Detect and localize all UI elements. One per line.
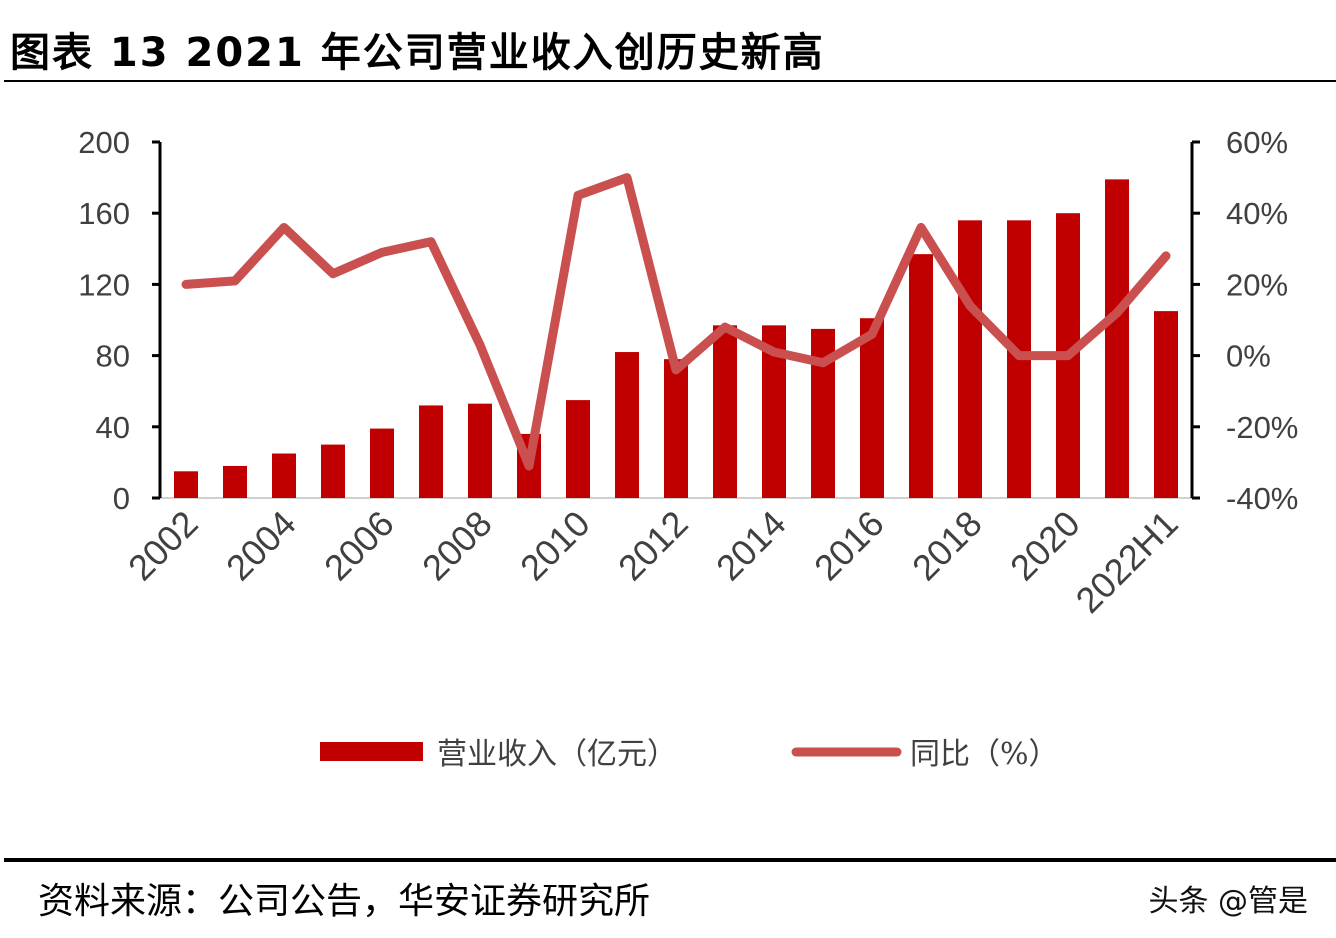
title-divider (4, 80, 1336, 82)
x-tick-label: 2004 (218, 503, 304, 589)
y-right-tick-label: -40% (1226, 481, 1298, 516)
y-right-tick-label: -20% (1226, 410, 1298, 445)
y-right-tick-label: 60% (1226, 125, 1288, 160)
bar-2012 (664, 359, 688, 498)
y-left-tick-label: 160 (78, 196, 130, 231)
bar-2004 (272, 453, 296, 498)
legend-bar-swatch (320, 742, 423, 761)
bar-2010 (566, 400, 590, 498)
source-note: 资料来源：公司公告，华安证券研究所 (38, 881, 651, 922)
x-tick-label: 2012 (610, 503, 696, 589)
x-tick-label: 2014 (708, 503, 794, 589)
bar-2005 (321, 444, 345, 498)
y-left-tick-label: 80 (96, 339, 130, 374)
chart-title: 图表 13 2021 年公司营业收入创历史新高 (10, 30, 825, 76)
x-tick-label: 2016 (806, 503, 892, 589)
bar-2008 (468, 403, 492, 498)
y-right-tick-label: 0% (1226, 339, 1271, 374)
bar-2013 (713, 325, 737, 498)
y-left-tick-label: 40 (96, 410, 130, 445)
watermark: 头条 @管是 (1148, 884, 1308, 919)
x-tick-label: 2010 (512, 503, 598, 589)
bar-2003 (223, 465, 247, 498)
bar-2011 (615, 352, 639, 498)
bar-2017 (909, 254, 933, 498)
x-tick-label: 2022H1 (1067, 503, 1185, 621)
bar-2022H1 (1154, 311, 1178, 498)
y-left-tick-label: 120 (78, 267, 130, 302)
y-left-tick-label: 0 (113, 481, 130, 516)
x-tick-label: 2002 (120, 503, 206, 589)
bar-2016 (860, 318, 884, 498)
legend-bar-label: 营业收入（亿元） (437, 737, 677, 772)
y-left-tick-label: 200 (78, 125, 130, 160)
bar-2018 (958, 220, 982, 498)
legend-line-label: 同比（%） (910, 737, 1059, 772)
bar-2021 (1105, 179, 1129, 498)
x-tick-label: 2008 (414, 503, 500, 589)
x-tick-label: 2018 (904, 503, 990, 589)
bar-2002 (174, 471, 198, 498)
footer-divider (4, 858, 1336, 862)
y-right-tick-label: 20% (1226, 267, 1288, 302)
bar-2006 (370, 428, 394, 498)
y-right-tick-label: 40% (1226, 196, 1288, 231)
bar-2007 (419, 405, 443, 498)
x-tick-label: 2020 (1002, 503, 1088, 589)
x-tick-label: 2006 (316, 503, 402, 589)
